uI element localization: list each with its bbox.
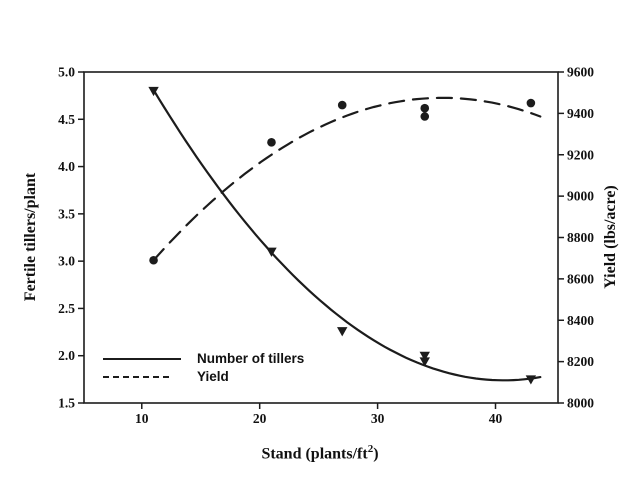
- tillers-data-point: [419, 351, 430, 361]
- x-axis-label: Stand (plants/ft2): [0, 443, 640, 463]
- x-tick-label: 10: [135, 411, 149, 426]
- yield-data-point: [420, 112, 430, 121]
- legend-dashed-line-sample: [103, 375, 169, 378]
- yield-data-point: [149, 255, 158, 265]
- y-right-tick-label: 8600: [567, 271, 594, 286]
- tillers-data-point: [148, 86, 159, 97]
- legend-label-tillers: Number of tillers: [197, 351, 305, 366]
- legend-item-tillers: Number of tillers: [103, 351, 304, 366]
- tillers-data-point: [337, 327, 348, 337]
- y-left-tick-label: 1.5: [58, 396, 75, 411]
- legend-item-yield: Yield: [103, 369, 304, 384]
- x-tick-label: 20: [253, 411, 267, 426]
- y-right-tick-label: 9400: [567, 106, 594, 121]
- y-left-tick-label: 4.5: [58, 112, 75, 127]
- x-tick-label: 30: [371, 411, 385, 426]
- x-axis-label-superscript: 2: [367, 443, 374, 455]
- y-left-tick-label: 2.0: [58, 348, 75, 363]
- legend-solid-line-sample: [103, 357, 181, 360]
- y-right-tick-label: 9600: [567, 65, 594, 80]
- y-right-tick-label: 8800: [567, 230, 594, 245]
- tillers-fit-curve: [152, 88, 542, 382]
- legend: Number of tillers Yield: [103, 351, 304, 384]
- yield-data-point: [267, 138, 276, 147]
- y-left-axis-label: Fertile tillers/plant: [22, 172, 39, 302]
- y-right-tick-label: 8000: [567, 396, 594, 411]
- tillers-data-point: [266, 247, 277, 257]
- y-left-tick-label: 4.0: [58, 159, 75, 174]
- y-left-tick-label: 2.5: [58, 301, 75, 316]
- legend-label-yield: Yield: [197, 369, 229, 384]
- y-left-tick-label: 5.0: [58, 65, 75, 80]
- x-axis-label-base: Stand (plants/ft: [261, 445, 368, 463]
- y-right-tick-label: 9000: [567, 189, 594, 204]
- x-tick-label: 40: [489, 411, 503, 426]
- y-right-tick-label: 9200: [567, 147, 594, 162]
- yield-data-point: [526, 98, 536, 108]
- y-left-tick-label: 3.0: [58, 254, 75, 269]
- y-left-tick-label: 3.5: [58, 206, 75, 221]
- yield-fit-curve: [152, 96, 542, 262]
- tillers-data-point: [525, 375, 537, 385]
- y-right-tick-label: 8400: [567, 313, 594, 328]
- tillers-data-point: [419, 357, 430, 367]
- y-right-tick-label: 8200: [567, 354, 594, 369]
- yield-data-point: [337, 100, 347, 110]
- y-right-axis-label: Yield (lbs/acre): [602, 185, 619, 289]
- x-axis-label-close: ): [373, 445, 379, 463]
- yield-data-point: [420, 103, 430, 113]
